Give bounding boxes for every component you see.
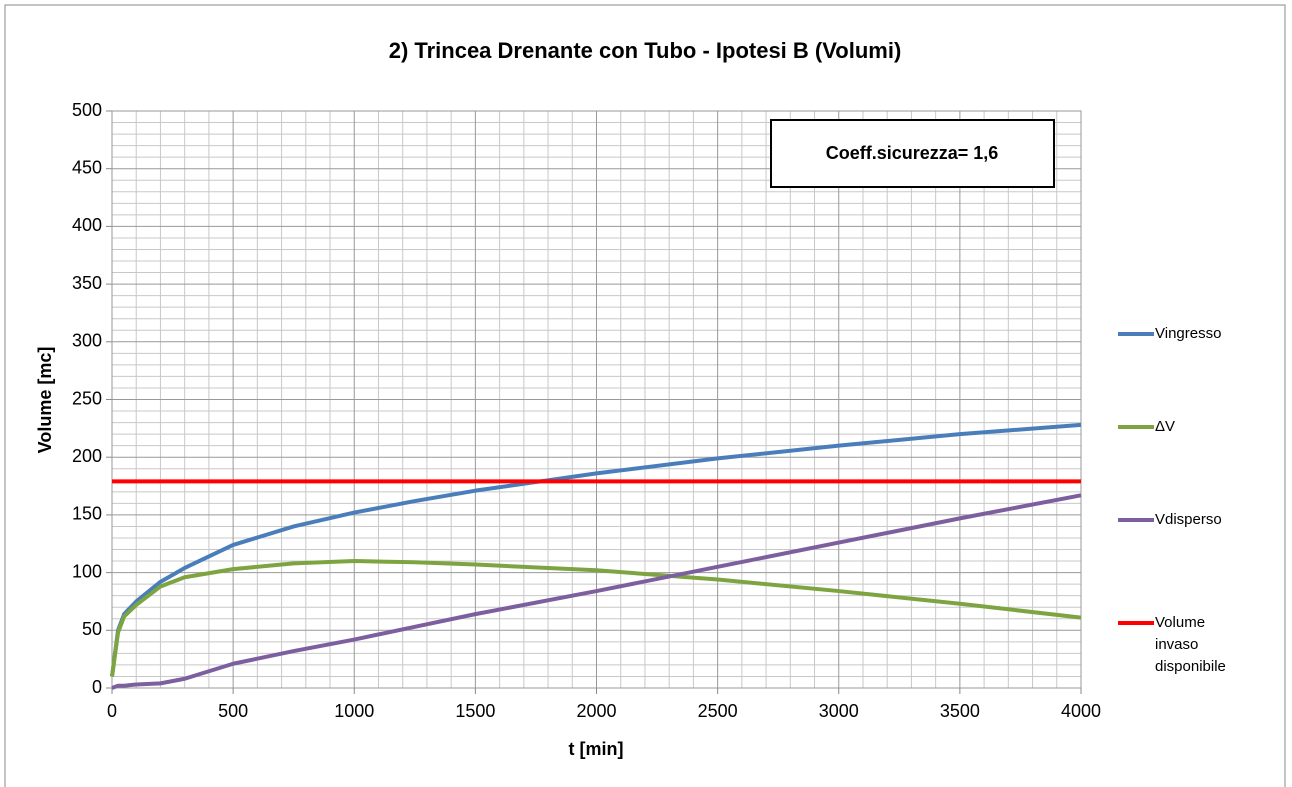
y-tick-label: 0 [92, 677, 102, 697]
lines [110, 422, 1082, 690]
x-tick-label: 1500 [455, 701, 495, 721]
x-tick-label: 0 [107, 701, 117, 721]
y-tick-label: 250 [72, 388, 102, 408]
x-tick-label: 4000 [1061, 701, 1101, 721]
x-tick-label: 2000 [576, 701, 616, 721]
annotation-box [770, 119, 1055, 188]
legend-label: Volume invaso disponibile [1155, 614, 1226, 675]
y-tick-label: 500 [72, 100, 102, 120]
series-line [110, 559, 1082, 677]
legend-label: ΔV [1155, 418, 1176, 435]
y-tick-label: 150 [72, 504, 102, 524]
y-tick-label: 50 [82, 619, 102, 639]
series-line [111, 493, 1082, 690]
y-tick-label: 200 [72, 446, 102, 466]
y-tick-label: 350 [72, 273, 102, 293]
grid [106, 110, 1082, 694]
y-tick-label: 300 [72, 331, 102, 351]
y-tick-label: 100 [72, 561, 102, 581]
x-tick-label: 1000 [334, 701, 374, 721]
x-tick-label: 500 [218, 701, 248, 721]
series-line [110, 422, 1082, 677]
x-tick-label: 3000 [819, 701, 859, 721]
chart-title: 2) Trincea Drenante con Tubo - Ipotesi B… [389, 38, 902, 63]
legend-label: Vdisperso [1155, 511, 1222, 528]
x-tick-label: 3500 [940, 701, 980, 721]
y-tick-label: 400 [72, 215, 102, 235]
legend-label: Vingresso [1155, 325, 1222, 342]
x-tick-label: 2500 [698, 701, 738, 721]
x-axis-label: t [min] [569, 739, 624, 759]
y-axis-label: Volume [mc] [35, 347, 55, 454]
annotation: Coeff.sicurezza= 1,6 [826, 143, 999, 163]
y-tick-label: 450 [72, 157, 102, 177]
